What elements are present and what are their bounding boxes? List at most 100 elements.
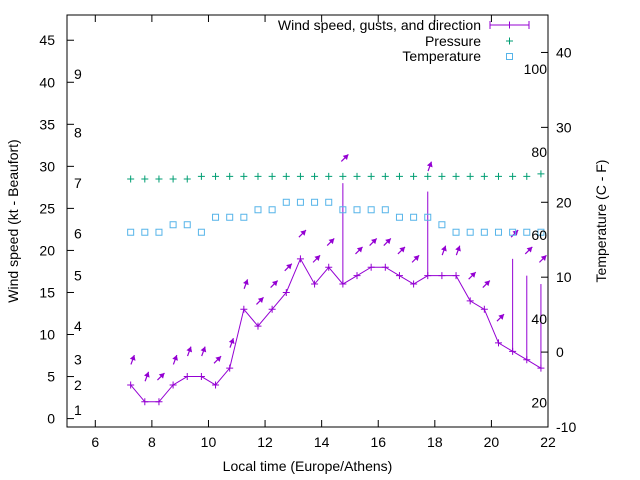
pressure-point (494, 172, 502, 180)
pressure-point (212, 172, 220, 180)
wind-direction-arrow (524, 246, 533, 255)
y-tick-label: 20 (39, 242, 55, 258)
wind-speed-point (438, 272, 446, 280)
pressure-point (325, 172, 333, 180)
wind-speed-point (480, 305, 488, 313)
wind-direction-arrow (397, 246, 406, 255)
wind-speed-point (282, 288, 290, 296)
wind-direction-arrow (186, 346, 193, 357)
pressure-point (367, 172, 375, 180)
temperature-point (339, 206, 347, 214)
y-axis-label: Wind speed (kt - Beaufort) (5, 139, 21, 302)
wind-speed-point (509, 347, 517, 355)
wind-speed-point (424, 272, 432, 280)
pressure-point (452, 172, 460, 180)
y-tick-label: 40 (39, 74, 55, 90)
wind-speed-point (197, 373, 205, 381)
x-tick-label: 14 (314, 434, 330, 450)
pressure-point (155, 175, 163, 183)
temperature-point (509, 228, 517, 236)
wind-speed-point (254, 322, 262, 330)
wind-speed-point (212, 381, 220, 389)
pressure-point (268, 172, 276, 180)
x-axis-label: Local time (Europe/Athens) (223, 458, 393, 474)
temperature-point (381, 206, 389, 214)
wind-speed-line (130, 257, 542, 403)
wind-direction-arrow (298, 229, 307, 238)
wind-direction-arrow (213, 355, 222, 364)
pressure-point (480, 172, 488, 180)
pressure-point (438, 172, 446, 180)
wind-direction-arrow (143, 371, 150, 382)
pressure-point (226, 172, 234, 180)
wind-speed-point (410, 280, 418, 288)
wind-speed-point (339, 280, 347, 288)
temperature-point (127, 228, 135, 236)
beaufort-label: 9 (74, 66, 82, 82)
wind-speed-point (155, 398, 163, 406)
x-tick-label: 8 (148, 434, 156, 450)
y2-tick-label: 0 (556, 344, 564, 360)
legend-label-wind: Wind speed, gusts, and direction (278, 17, 481, 33)
temperature-point (367, 206, 375, 214)
x-tick-label: 20 (484, 434, 500, 450)
wind-speed-point (353, 272, 361, 280)
wind-direction-arrow (383, 238, 392, 246)
temperature-point (438, 221, 446, 229)
x-tick-label: 22 (540, 434, 556, 450)
wind-speed-point (466, 297, 474, 305)
wind-direction-arrow (411, 254, 420, 263)
beaufort-label: 3 (74, 352, 82, 368)
wind-speed-point (296, 255, 304, 263)
y2-axis-label: Temperature (C - F) (593, 160, 609, 283)
legend-swatch-pressure (506, 37, 513, 45)
wind-direction-arrow (510, 229, 519, 238)
wind-direction-arrow (270, 280, 279, 289)
y-tick-label: 10 (39, 327, 55, 343)
legend-label-pressure: Pressure (425, 33, 481, 49)
wind-direction-arrow (129, 354, 136, 365)
temperature-point (169, 221, 177, 229)
wind-speed-point (494, 339, 502, 347)
legend-label-temperature: Temperature (402, 48, 481, 64)
wind-speed-point (240, 305, 248, 313)
y2-tick-label: 30 (556, 119, 572, 135)
temperature-point (296, 198, 304, 206)
y-tick-label: 15 (39, 284, 55, 300)
temperature-point (452, 228, 460, 236)
plot-frame (66, 14, 549, 428)
temperature-point (183, 221, 191, 229)
pressure-point (466, 172, 474, 180)
wind-direction-arrow (355, 246, 363, 255)
wind-speed-point (381, 263, 389, 271)
beaufort-label: 1 (74, 402, 82, 418)
wind-speed-point (395, 272, 403, 280)
temperature-point (410, 213, 418, 221)
beaufort-label: 2 (74, 377, 82, 393)
x-tick-label: 18 (427, 434, 443, 450)
wind-speed-point (268, 305, 276, 313)
wind-direction-arrow (243, 279, 249, 289)
wind-direction-arrow (441, 245, 447, 256)
temperature-point (141, 228, 149, 236)
y2-tick-label: 20 (556, 194, 572, 210)
wind-direction-arrow (468, 271, 477, 280)
temperature-point (353, 206, 361, 214)
wind-direction-arrow (256, 296, 264, 305)
wind-speed-point (452, 272, 460, 280)
wind-direction-arrow (228, 338, 235, 348)
pressure-point (254, 172, 262, 180)
pressure-point (183, 175, 191, 183)
beaufort-label: 4 (74, 318, 82, 334)
wind-direction-arrow (538, 254, 547, 263)
temperature-point (226, 213, 234, 221)
wind-speed-point (325, 263, 333, 271)
wind-speed-point (141, 398, 149, 406)
pressure-point (127, 175, 135, 183)
pressure-point (240, 172, 248, 180)
temperature-point (466, 228, 474, 236)
temperature-point (254, 206, 262, 214)
legend: Wind speed, gusts, and directionPressure… (278, 17, 530, 64)
pressure-point (353, 172, 361, 180)
pressure-point (311, 172, 319, 180)
